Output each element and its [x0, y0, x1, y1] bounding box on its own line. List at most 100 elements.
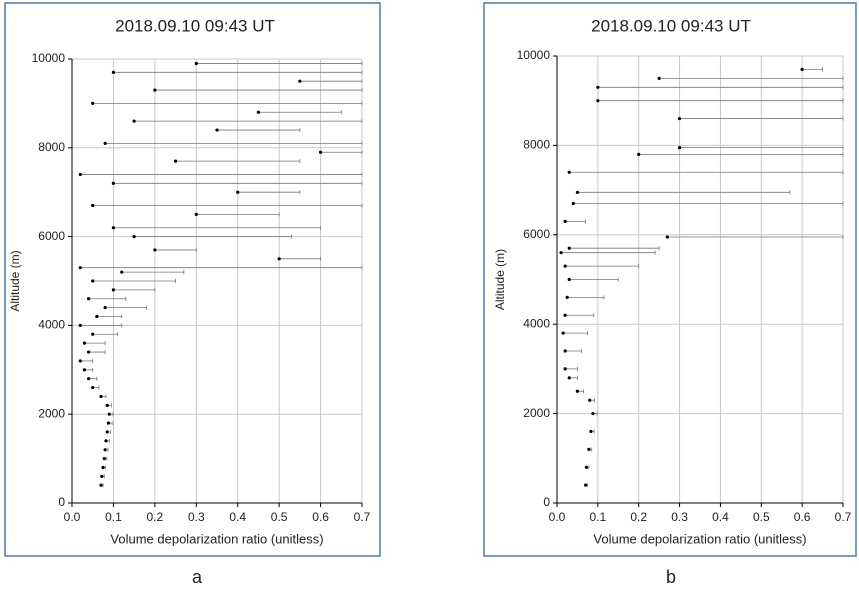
data-point: [102, 457, 106, 461]
data-point: [575, 389, 580, 393]
data-point: [563, 219, 567, 223]
data-point: [91, 279, 95, 283]
x-tick-label: 0.6: [312, 510, 329, 524]
data-point: [153, 248, 157, 252]
panel-frame: [483, 2, 857, 557]
data-point: [591, 412, 595, 416]
data-point: [563, 313, 567, 317]
data-point: [99, 394, 103, 399]
data-point: [153, 88, 157, 92]
y-axis-label: Altitude (m): [8, 250, 22, 311]
data-point: [567, 170, 571, 174]
x-tick-label: 0.0: [549, 510, 566, 524]
data-point: [78, 172, 82, 177]
data-point: [105, 403, 109, 407]
data-point: [677, 116, 682, 121]
data-point: [101, 465, 105, 470]
data-point: [86, 297, 91, 301]
y-tick-label: 6000: [523, 227, 550, 241]
x-tick-label: 0.2: [630, 510, 647, 524]
y-tick-label: 0: [543, 495, 550, 509]
data-point: [107, 412, 111, 416]
data-point: [173, 159, 178, 163]
x-tick-label: 0.3: [188, 510, 205, 524]
data-point: [637, 152, 641, 156]
data-point: [78, 266, 82, 270]
x-axis-label: Volume depolarization ratio (unitless): [110, 531, 323, 546]
y-tick-label: 10000: [32, 51, 66, 65]
x-tick-label: 0.4: [229, 510, 246, 524]
data-point: [104, 439, 108, 443]
data-point: [99, 483, 103, 487]
chart-title: 2018.09.10 09:43 UT: [591, 16, 751, 35]
data-point: [657, 76, 661, 80]
data-point: [194, 212, 198, 216]
data-point: [561, 331, 565, 335]
panel-label: b: [666, 567, 676, 587]
data-point: [215, 128, 219, 132]
x-tick-label: 0.7: [835, 510, 852, 524]
data-point: [78, 359, 82, 363]
data-point: [120, 270, 124, 274]
x-tick-label: 0.5: [753, 510, 770, 524]
data-point: [111, 226, 116, 230]
data-point: [95, 314, 99, 319]
panel-frame: [4, 2, 381, 557]
data-point: [298, 79, 302, 83]
y-tick-label: 4000: [523, 316, 550, 330]
data-point: [82, 341, 87, 345]
data-point: [91, 203, 95, 208]
panel-label: a: [192, 567, 203, 587]
y-axis-label: Altitude (m): [493, 249, 507, 310]
x-axis-label: Volume depolarization ratio (unitless): [593, 531, 806, 546]
data-point: [565, 295, 569, 299]
data-point: [588, 398, 592, 402]
x-tick-label: 0.1: [105, 510, 122, 524]
data-point: [100, 474, 104, 478]
data-point: [86, 377, 91, 381]
data-point: [596, 99, 600, 103]
data-point: [132, 235, 136, 239]
data-point: [584, 465, 589, 469]
x-tick-label: 0.5: [271, 510, 288, 524]
data-point: [800, 67, 804, 72]
data-point: [111, 288, 116, 292]
x-tick-label: 0.1: [590, 510, 607, 524]
x-tick-label: 0.2: [147, 510, 164, 524]
y-tick-label: 0: [58, 495, 65, 509]
x-tick-label: 0.0: [64, 510, 81, 524]
data-point: [103, 306, 107, 310]
data-point: [91, 101, 95, 105]
data-point: [236, 190, 240, 194]
data-point: [575, 190, 580, 194]
y-tick-label: 2000: [38, 406, 65, 420]
data-point: [567, 246, 571, 250]
data-point: [277, 257, 281, 261]
y-tick-label: 10000: [517, 48, 551, 62]
y-tick-label: 4000: [38, 318, 65, 332]
data-point: [91, 332, 95, 336]
data-point: [82, 368, 87, 372]
x-tick-label: 0.3: [671, 510, 688, 524]
data-point: [589, 429, 593, 434]
data-point: [105, 430, 109, 434]
data-point: [132, 119, 136, 123]
chart-title: 2018.09.10 09:43 UT: [115, 16, 275, 35]
data-point: [563, 367, 567, 371]
data-point: [677, 146, 682, 150]
data-point: [106, 421, 111, 425]
data-point: [103, 448, 107, 452]
x-tick-label: 0.6: [794, 510, 811, 524]
data-point: [563, 264, 567, 268]
data-point: [318, 150, 323, 154]
data-point: [103, 141, 107, 145]
data-point: [86, 350, 91, 354]
data-point: [665, 235, 669, 239]
y-tick-label: 2000: [523, 406, 550, 420]
data-point: [559, 251, 563, 255]
data-point: [111, 181, 116, 185]
data-point: [563, 349, 567, 353]
data-point: [587, 447, 591, 451]
